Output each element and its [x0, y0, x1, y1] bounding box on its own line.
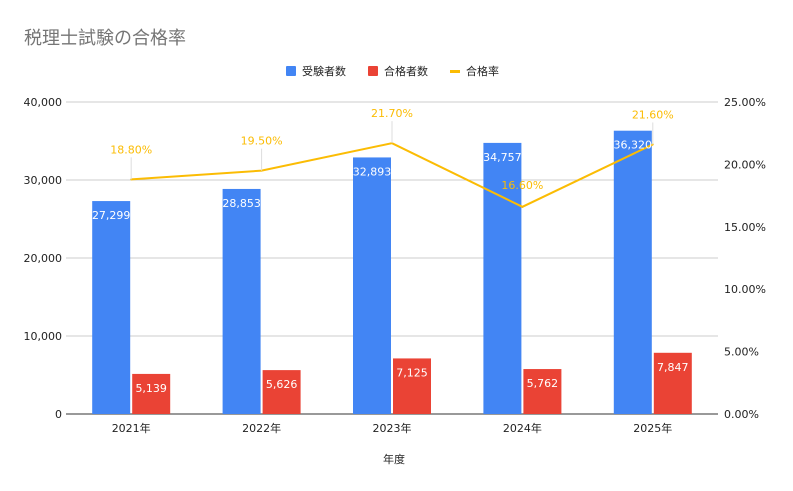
bar-data-label: 32,893: [353, 165, 392, 178]
axes: 0 10,000 20,000 30,000 40,000 0.00% 5.00% 10.00…: [24, 96, 766, 435]
rate-data-label: 16.60%: [501, 179, 543, 192]
bar-data-label: 27,299: [92, 209, 131, 222]
x-axis-label: 年度: [383, 452, 405, 466]
bar-data-label: 7,125: [396, 366, 428, 379]
bar-data-label: 36,320: [614, 139, 653, 152]
bar-passers: [393, 358, 431, 414]
y-left-tick-label: 20,000: [24, 252, 63, 265]
bar-passers: [132, 373, 171, 414]
legend: 受験者数 合格者数 合格率: [286, 64, 499, 78]
legend-label: 受験者数: [302, 64, 346, 78]
bar-data-label: 5,139: [135, 382, 167, 395]
rate-line: [130, 121, 654, 208]
rate-point: [521, 205, 524, 208]
rate-data-label: 18.80%: [110, 143, 152, 156]
y-right-tick-label: 20.00%: [724, 158, 766, 171]
x-tick-label: 2021年: [112, 421, 151, 435]
bar-applicants: [92, 201, 131, 414]
bar-data-label: 5,626: [266, 378, 298, 391]
y-left-tick-label: 30,000: [24, 174, 63, 187]
bar-applicants: [613, 130, 652, 415]
y-right-tick-label: 10.00%: [724, 283, 766, 296]
chart-title: 税理士試験の合格率: [24, 28, 186, 49]
legend-swatch: [450, 70, 460, 73]
y-right-tick-label: 0.00%: [724, 408, 759, 421]
rate-data-label: 21.70%: [371, 107, 413, 120]
rate-data-label: 21.60%: [632, 108, 674, 121]
data-labels: 27,299 28,853 32,893 34,757 36,320 5,139 5,626…: [92, 107, 689, 395]
rate-line-path: [131, 142, 654, 208]
legend-label: 合格率: [466, 64, 499, 78]
x-tick-label: 2023年: [373, 421, 412, 435]
x-tick-label: 2022年: [242, 421, 281, 435]
bar-applicants: [353, 157, 391, 414]
x-tick-label: 2024年: [503, 421, 542, 435]
bar-data-label: 5,762: [527, 377, 559, 390]
y-left-tick-label: 10,000: [24, 330, 63, 343]
bar-data-label: 28,853: [222, 197, 261, 210]
legend-swatch: [368, 66, 378, 76]
y-right-tick-label: 5.00%: [724, 346, 759, 359]
bar-passers: [523, 369, 562, 414]
legend-label: 合格者数: [384, 64, 428, 78]
bar-passers: [653, 352, 692, 414]
y-right-tick-label: 25.00%: [724, 96, 766, 109]
bars: [92, 130, 692, 415]
y-left-tick-label: 40,000: [24, 96, 63, 109]
bar-applicants: [222, 188, 261, 414]
x-tick-label: 2025年: [633, 421, 672, 435]
bar-data-label: 7,847: [657, 361, 689, 374]
y-right-tick-label: 15.00%: [724, 221, 766, 234]
bar-data-label: 34,757: [483, 151, 522, 164]
bar-passers: [262, 370, 301, 414]
y-left-tick-label: 0: [55, 408, 62, 421]
legend-swatch: [286, 66, 296, 76]
rate-data-label: 19.50%: [241, 135, 283, 148]
bar-applicants: [483, 142, 522, 415]
gridlines: [66, 101, 718, 415]
